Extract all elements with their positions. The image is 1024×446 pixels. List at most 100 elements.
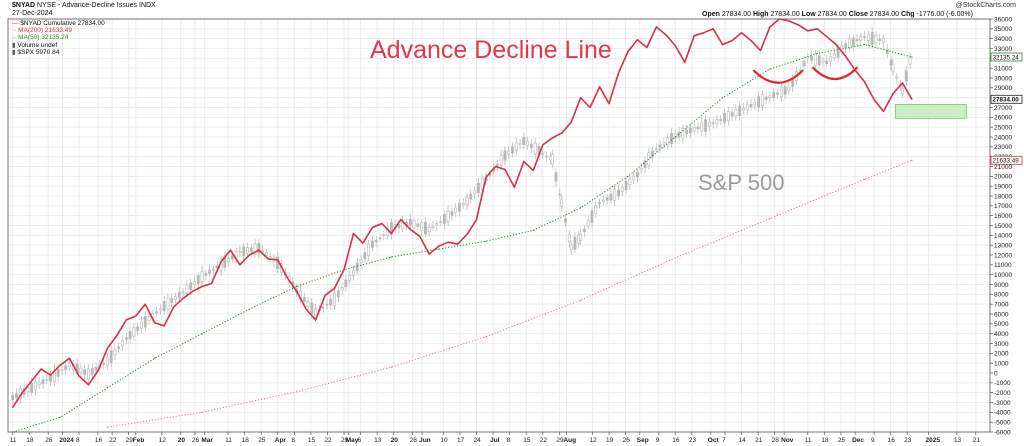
x-tick-label: 18 [242,437,250,444]
spx-candle-body [257,243,261,254]
x-tick-label: 26 [623,437,631,444]
spx-candle-body [408,219,412,227]
spx-candle-body [261,250,265,253]
x-tick-label: May [346,437,359,444]
spx-candle-body [730,112,734,117]
nyad-line-point [182,297,184,299]
close-label: Close [848,11,868,18]
x-tick-label: 22 [324,437,332,444]
nyad-line-point [712,28,714,30]
spx-candle-body [541,152,545,155]
nyad-line-point [220,261,222,263]
spx-candle-body [654,148,658,151]
x-tick-label: Mar [201,437,213,444]
spx-candle-body [855,39,859,42]
spx-candle-body [768,95,772,98]
spx-candle-body [685,129,689,135]
x-tick-label: 2025 [925,437,940,444]
open-value: 27834.00 [721,11,752,18]
y-tick-label: 18000 [994,193,1012,200]
y-tick-label: 9000 [994,282,1009,289]
ma50-line-point [532,229,534,232]
spx-candle-body [196,275,200,285]
nyad-line-point [324,294,326,296]
legend-label: $SPX 5970.84 [17,48,60,56]
spx-candle-body [469,193,473,200]
spx-candle-body [34,381,37,390]
spx-candle-body [105,357,109,366]
spx-candle-body [230,254,234,260]
ma200-line-point [674,257,676,259]
y-tick-label: 31000 [994,65,1012,72]
spx-candle-body [889,59,893,66]
spx-candle-body [908,57,912,65]
spx-candle-body [158,308,162,311]
ma50-line-point [769,68,771,70]
spx-candle-body [420,222,424,231]
y-axis: -6000 -5000 -4000 -3000 -2000 -1000 0 1000 2000 3… [990,16,1012,436]
x-tick-label: Aug [563,437,576,444]
y-tick-label: 33000 [994,46,1012,53]
nyad-line-point [343,269,345,271]
spx-candle-body [802,60,806,67]
y-tick-label: 8000 [994,292,1009,299]
y-tick-label: -1000 [994,380,1011,387]
ma50-line-point [485,240,487,242]
spx-candle-body [573,236,577,250]
spx-candle-body [306,301,310,307]
nyad-line-point [296,290,298,292]
nyad-line-point [163,325,165,327]
spx-candle-body [514,142,518,152]
close-value: 27834.00 [869,11,899,18]
spx-candle-body [776,92,779,95]
nyad-line-point [362,242,364,244]
spx-candle-body [177,291,181,299]
nyad-line-point [173,306,175,308]
x-tick-label: 11 [225,437,232,444]
y-tick-label: 5000 [994,321,1009,328]
nyad-line-point [191,290,194,292]
spx-candle-body [550,154,554,165]
nyad-line-point [693,35,695,37]
spx-candle-body [227,257,230,262]
y-tick-label: 12000 [994,252,1012,259]
spx-candle-body [651,150,654,158]
nyad-line-point [835,43,837,46]
x-tick-label: 18 [26,437,34,444]
spx-candle-body [647,152,651,166]
spx-candle-body [208,269,212,274]
nyad-line-point [504,168,506,171]
y-tick-label: 6000 [994,311,1009,318]
spx-candle-body [325,303,329,306]
nyad-line-point [49,374,52,376]
nyad-line-point [703,32,705,34]
ma200-line-point [106,426,108,428]
spx-candle-body [454,207,458,213]
x-tick-label: 13 [374,437,382,444]
spx-candle-body [579,233,583,241]
x-tick-label: 19 [606,437,614,444]
nyad-line-point [513,186,515,188]
symbol-description: NYSE - Advance-Decline Issues [37,2,138,9]
nyad-line-point [201,285,203,288]
spx-candle-body [446,211,450,223]
nyad-line-point [210,282,213,285]
y-tick-label: 30000 [994,75,1012,82]
spx-candle-body [662,142,666,145]
x-tick-label: Dec [852,437,864,444]
ma200-line-point [201,411,203,413]
spx-candle-body [507,150,511,155]
drawing-annotations [752,66,967,119]
nyad-line-point [674,44,676,47]
spx-candle-body [882,38,885,44]
nyad-line-point [750,40,752,42]
spx-candle-body [11,395,15,401]
nyad-line-point [617,72,620,74]
spx-candle-body [813,53,817,66]
nyad-line-point [485,176,487,178]
x-tick-label: 25 [258,437,266,444]
spx-candle-body [895,76,899,79]
nyad-line-point [722,43,724,46]
low-value: 27834.00 [817,11,847,18]
spx-candle-body [336,290,340,298]
